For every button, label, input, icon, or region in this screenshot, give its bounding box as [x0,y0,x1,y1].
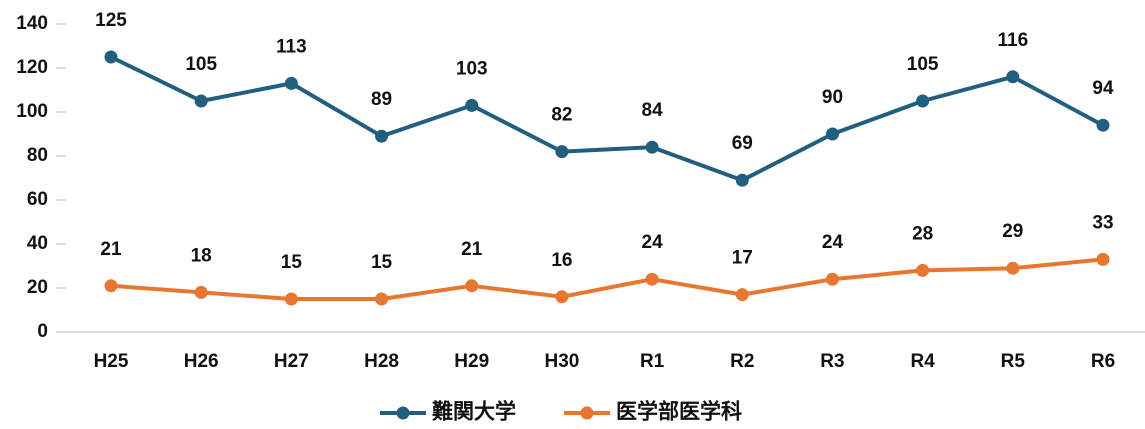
y-tick-label: 140 [16,13,48,34]
x-tick-label: H27 [274,351,309,372]
legend-marker [580,406,594,420]
y-tick-label: 20 [27,277,48,298]
point [284,292,298,306]
data-label: 29 [1002,221,1023,242]
data-label: 89 [371,89,392,110]
point [375,129,389,143]
point [916,94,930,108]
x-tick-label: R4 [910,351,935,372]
x-tick-label: R6 [1091,351,1115,372]
legend: 難関大学 医学部医学科 [380,400,742,424]
data-label: 116 [997,30,1028,51]
data-label: 21 [100,239,122,260]
point [194,285,208,299]
x-tick-label: H25 [94,351,129,372]
data-label: 28 [912,223,933,244]
x-tick-label: H26 [184,351,219,372]
x-tick-label: R2 [730,351,754,372]
x-tick-label: H29 [454,351,489,372]
point [1006,261,1020,275]
data-label: 24 [642,232,664,253]
point [194,94,208,108]
data-label: 90 [822,87,843,108]
data-label: 15 [281,252,303,273]
y-tick-label: 60 [27,189,48,210]
data-label: 105 [907,54,939,75]
legend-label: 難関大学 [432,400,516,424]
series-line [110,55,1104,183]
y-tick-label: 120 [16,57,48,78]
x-tick-label: R3 [820,351,844,372]
x-tick-label: H28 [364,351,399,372]
point [735,288,749,302]
data-label: 103 [456,58,488,79]
y-tick-label: 100 [16,101,48,122]
y-tick-label: 0 [37,321,48,342]
data-label: 21 [461,239,483,260]
point [1006,70,1020,84]
y-tick-label: 40 [27,233,48,254]
x-tick-label: R1 [640,351,665,372]
legend-label: 医学部医学科 [616,400,742,424]
point [1096,252,1110,266]
point [284,76,298,90]
point [735,173,749,187]
series-line [110,257,1104,301]
data-label: 18 [191,245,212,266]
data-label: 69 [732,133,753,154]
point [555,290,569,304]
point [555,145,569,159]
data-label: 24 [822,232,844,253]
point [465,279,479,293]
point [465,98,479,112]
y-tick-label: 80 [27,145,48,166]
point [104,50,118,64]
point [645,140,659,154]
data-label: 125 [95,10,127,31]
point [645,272,659,286]
point [375,292,389,306]
data-label: 113 [276,36,307,57]
point [825,272,839,286]
data-label: 33 [1092,212,1113,233]
point [1096,118,1110,132]
data-label: 16 [551,250,572,271]
x-tick-label: H30 [544,351,579,372]
data-label: 82 [551,105,572,126]
x-tick-label: R5 [1001,351,1026,372]
data-label: 15 [371,252,393,273]
data-label: 17 [732,248,753,269]
point [104,279,118,293]
legend-marker [396,406,410,420]
data-label: 94 [1092,78,1114,99]
data-label: 105 [185,54,217,75]
point [916,263,930,277]
point [825,127,839,141]
data-label: 84 [642,100,664,121]
